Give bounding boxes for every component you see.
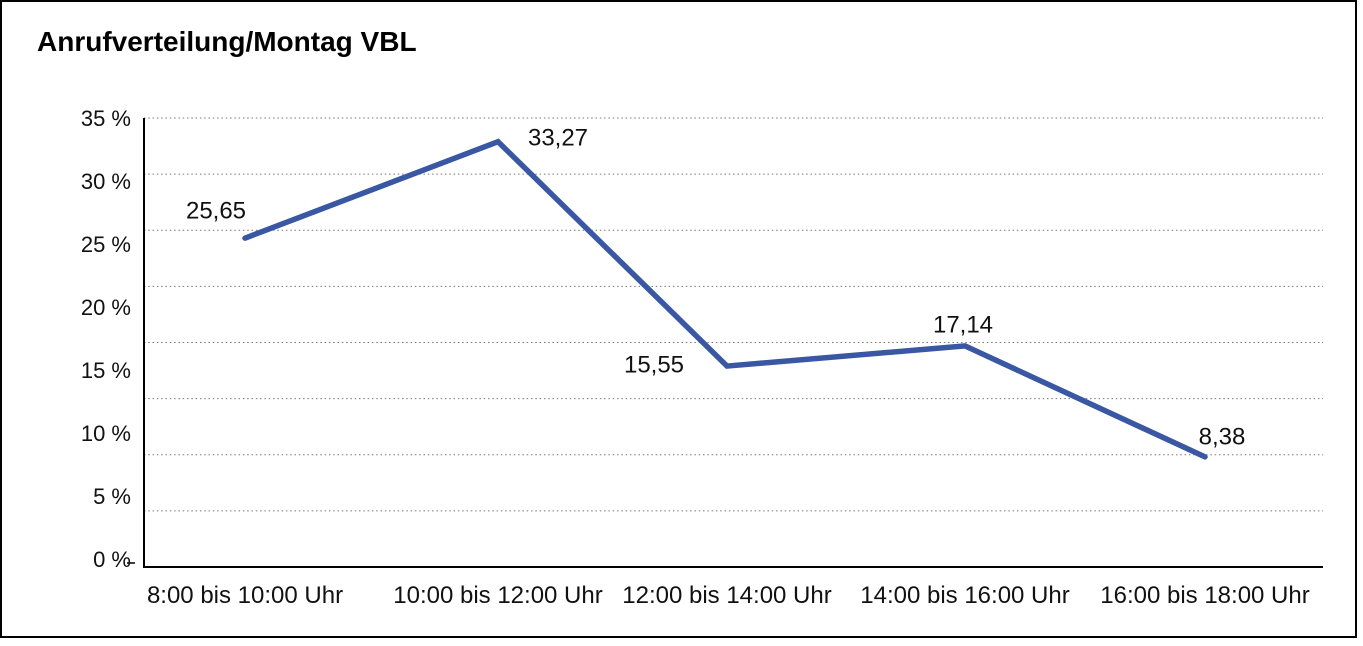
- y-axis-tick-label: 5 %: [93, 484, 131, 509]
- series-line: [242, 138, 1208, 460]
- data-label: 25,65: [185, 197, 247, 225]
- data-label: 17,14: [932, 311, 994, 339]
- x-axis-category-label: 12:00 bis 14:00 Uhr: [622, 582, 832, 609]
- data-label: 8,38: [1198, 423, 1246, 451]
- x-axis-category-label: 8:00 bis 10:00 Uhr: [146, 582, 344, 609]
- y-axis-tick-label: 0 %: [93, 547, 131, 572]
- data-label: 33,27: [527, 124, 589, 152]
- y-axis-tick-label: 15 %: [80, 358, 131, 383]
- y-axis-tick-label: 10 %: [80, 421, 131, 446]
- x-axis-category-label: 16:00 bis 18:00 Uhr: [1100, 582, 1310, 609]
- y-axis-tick-label: 25 %: [80, 232, 131, 257]
- data-label: 15,55: [623, 351, 685, 379]
- y-axis-tick-label: 20 %: [80, 295, 131, 320]
- x-axis-category-label: 10:00 bis 12:00 Uhr: [393, 582, 603, 609]
- y-axis-tick-label: 30 %: [80, 169, 131, 194]
- x-axis-category-label: 14:00 bis 16:00 Uhr: [860, 582, 1070, 609]
- y-axis-tick-label: 35 %: [80, 106, 131, 131]
- chart-title: Anrufverteilung/Montag VBL: [37, 26, 417, 57]
